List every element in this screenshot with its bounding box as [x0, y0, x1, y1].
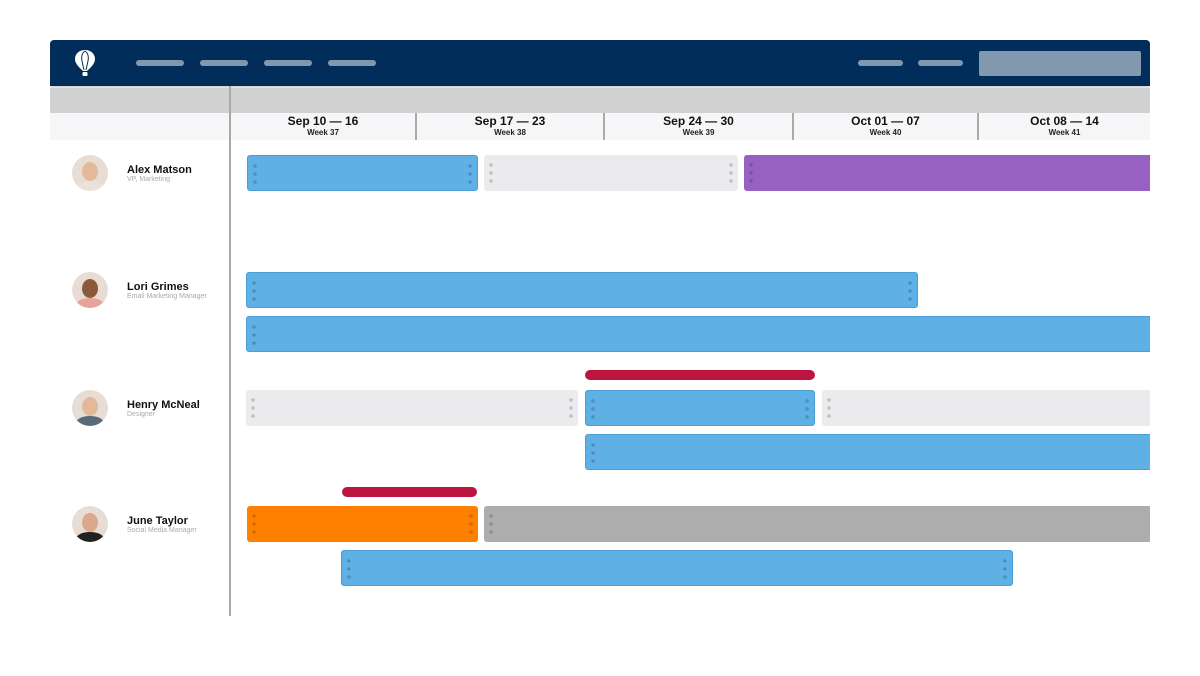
app-window: Sep 10 — 16 Week 37 Sep 17 — 23 Week 38 Se… — [50, 40, 1150, 616]
avatar — [72, 155, 108, 191]
person-name: June Taylor — [127, 514, 188, 527]
overbooked-indicator — [585, 370, 815, 380]
time-off-bar[interactable] — [484, 506, 1150, 542]
header-band — [50, 88, 1150, 113]
top-nav — [50, 40, 1150, 86]
person-title: Designer — [127, 410, 156, 418]
week-range: Oct 08 — 14 — [1030, 114, 1099, 128]
week-column: Sep 24 — 30 Week 39 — [605, 113, 794, 140]
assignment-bar[interactable] — [585, 390, 815, 426]
week-column: Oct 01 — 07 Week 40 — [794, 113, 979, 140]
assignment-bar[interactable] — [744, 155, 1150, 191]
assignment-bar[interactable] — [246, 316, 1150, 352]
person-name: Alex Matson — [127, 163, 192, 176]
assignment-bar[interactable] — [585, 434, 1150, 470]
availability-bar[interactable] — [484, 155, 738, 191]
avatar — [72, 390, 108, 426]
week-number: Week 41 — [1048, 128, 1081, 137]
avatar — [72, 272, 108, 308]
availability-bar[interactable] — [246, 390, 578, 426]
person-row[interactable]: Alex Matson VP, Marketing — [72, 155, 192, 191]
person-title: Email Marketing Manager — [127, 292, 207, 300]
column-divider[interactable] — [229, 86, 231, 616]
person-title: VP, Marketing — [127, 175, 171, 183]
week-range: Sep 10 — 16 — [287, 114, 359, 128]
nav-link-6[interactable] — [918, 60, 963, 66]
week-range: Oct 01 — 07 — [851, 114, 920, 128]
balloon-logo-icon[interactable] — [74, 49, 96, 82]
assignment-bar[interactable] — [247, 155, 478, 191]
nav-link-1[interactable] — [136, 60, 184, 66]
week-number: Week 38 — [494, 128, 526, 137]
person-name: Lori Grimes — [127, 280, 189, 293]
assignment-bar[interactable] — [247, 506, 478, 542]
week-number: Week 39 — [682, 128, 715, 137]
person-row[interactable]: Lori Grimes Email Marketing Manager — [72, 272, 207, 308]
nav-link-4[interactable] — [328, 60, 376, 66]
availability-bar[interactable] — [822, 390, 1150, 426]
nav-link-2[interactable] — [200, 60, 248, 66]
person-row[interactable]: Henry McNeal Designer — [72, 390, 200, 426]
week-column: Oct 08 — 14 Week 41 — [979, 113, 1150, 140]
week-number: Week 37 — [307, 128, 339, 137]
overbooked-indicator — [342, 487, 477, 497]
week-column: Sep 10 — 16 Week 37 — [231, 113, 417, 140]
avatar — [72, 506, 108, 542]
person-name: Henry McNeal — [127, 398, 200, 411]
nav-link-5[interactable] — [858, 60, 903, 66]
assignment-bar[interactable] — [246, 272, 918, 308]
week-number: Week 40 — [869, 128, 902, 137]
week-column: Sep 17 — 23 Week 38 — [417, 113, 605, 140]
search-input[interactable] — [979, 51, 1141, 76]
week-range: Sep 17 — 23 — [474, 114, 546, 128]
person-row[interactable]: June Taylor Social Media Manager — [72, 506, 197, 542]
week-header: Sep 10 — 16 Week 37 Sep 17 — 23 Week 38 Se… — [50, 113, 1150, 140]
week-range: Sep 24 — 30 — [663, 114, 734, 128]
person-title: Social Media Manager — [127, 526, 197, 534]
nav-link-3[interactable] — [264, 60, 312, 66]
assignment-bar[interactable] — [341, 550, 1013, 586]
